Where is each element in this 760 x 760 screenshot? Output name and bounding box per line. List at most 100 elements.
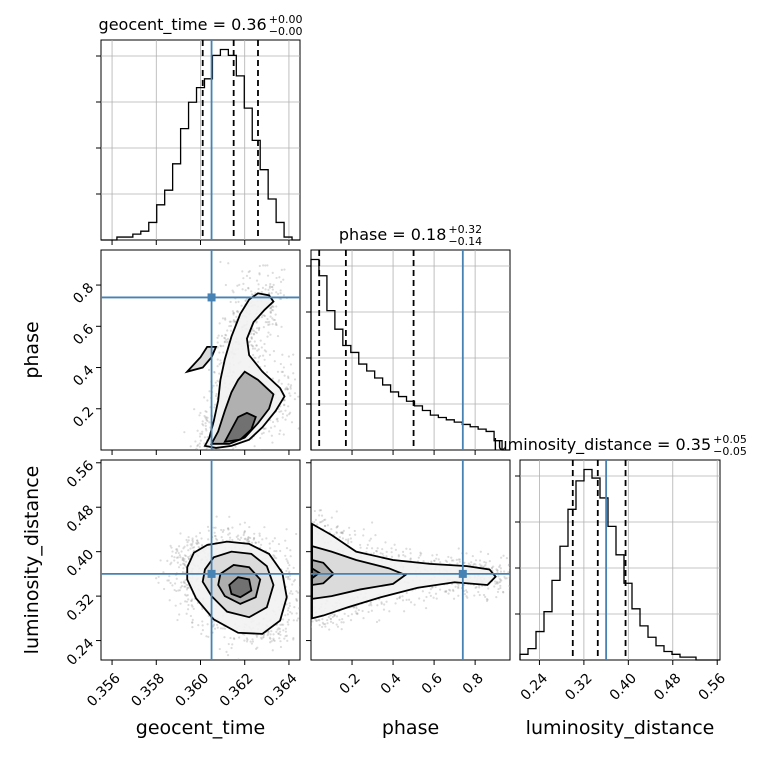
scatter-point (447, 555, 450, 559)
scatter-point (449, 589, 452, 592)
scatter-point (257, 327, 261, 330)
scatter-point (493, 585, 496, 588)
scatter-point (225, 341, 228, 344)
scatter-point (236, 284, 239, 287)
scatter-point (264, 288, 267, 291)
scatter-point (266, 264, 269, 267)
scatter-point (198, 445, 201, 448)
scatter-point (405, 591, 408, 595)
scatter-point (287, 618, 290, 621)
scatter-point (202, 424, 205, 427)
scatter-point (292, 580, 295, 583)
scatter-point (248, 276, 252, 280)
scatter-point (280, 268, 283, 271)
scatter-point (305, 625, 307, 627)
scatter-point (196, 429, 199, 432)
scatter-point (431, 554, 434, 557)
scatter-point (246, 538, 250, 541)
scatter-point (508, 576, 510, 579)
scatter-point (282, 629, 285, 632)
scatter-point (204, 410, 207, 413)
scatter-point (258, 534, 261, 537)
scatter-point (268, 636, 272, 639)
scatter-point (227, 262, 230, 265)
scatter-point (271, 649, 274, 652)
scatter-point (201, 629, 204, 632)
scatter-point (494, 582, 497, 585)
scatter-point (270, 292, 273, 295)
scatter-point (187, 557, 191, 560)
scatter-point (465, 589, 468, 592)
y-tick-label-phase: 0.8 (70, 280, 97, 307)
scatter-point (183, 582, 187, 585)
scatter-point (217, 334, 220, 337)
scatter-point (378, 619, 381, 622)
scatter-point (190, 621, 194, 624)
scatter-point (250, 290, 253, 293)
scatter-point (473, 594, 476, 597)
scatter-point (233, 637, 236, 641)
scatter-point (277, 632, 280, 635)
scatter-point (287, 355, 290, 358)
scatter-point (229, 456, 231, 458)
scatter-point (195, 535, 198, 538)
density-fill (211, 371, 274, 444)
scatter-point (228, 515, 231, 518)
scatter-point (329, 617, 333, 621)
scatter-point (238, 636, 241, 639)
scatter-point (216, 336, 219, 339)
scatter-point (316, 523, 319, 526)
scatter-point (199, 432, 202, 435)
scatter-point (231, 643, 234, 646)
scatter-point (192, 546, 196, 549)
scatter-point (272, 554, 275, 557)
scatter-point (335, 623, 338, 626)
scatter-point (435, 557, 438, 560)
scatter-point (361, 609, 364, 613)
scatter-point (445, 560, 449, 563)
scatter-point (286, 560, 289, 563)
scatter-point (206, 448, 210, 450)
scatter-point (227, 340, 230, 343)
scatter-point (376, 547, 379, 550)
scatter-point (329, 620, 333, 623)
scatter-point (448, 588, 451, 591)
scatter-point (502, 591, 505, 594)
scatter-point (326, 618, 329, 622)
scatter-point (232, 311, 235, 315)
scatter-point (232, 313, 235, 316)
scatter-point (279, 633, 282, 636)
scatter-point (292, 619, 295, 622)
scatter-point (393, 543, 396, 546)
scatter-point (261, 453, 263, 455)
scatter-point (341, 537, 345, 540)
scatter-point (223, 337, 227, 340)
scatter-point (173, 556, 176, 559)
scatter-point (270, 305, 274, 308)
scatter-point (335, 510, 338, 513)
scatter-point (306, 611, 308, 613)
scatter-point (497, 575, 500, 578)
scatter-point (381, 552, 384, 555)
scatter-point (319, 509, 323, 512)
scatter-point (260, 316, 264, 319)
scatter-point (211, 453, 213, 455)
scatter-point (384, 541, 387, 544)
scatter-point (271, 540, 274, 543)
scatter-point (317, 618, 320, 622)
scatter-point (185, 588, 189, 591)
scatter-point (238, 283, 241, 286)
scatter-point (484, 595, 487, 598)
scatter-point (285, 575, 288, 579)
scatter-point (187, 598, 190, 601)
scatter-point (262, 264, 265, 267)
scatter-point (495, 581, 499, 584)
scatter-point (199, 411, 202, 415)
scatter-point (284, 387, 287, 390)
scatter-point (287, 383, 290, 386)
scatter-point (235, 315, 238, 319)
scatter-point (245, 637, 248, 640)
scatter-point (329, 617, 332, 620)
scatter-point (183, 563, 186, 566)
scatter-point (457, 558, 460, 561)
